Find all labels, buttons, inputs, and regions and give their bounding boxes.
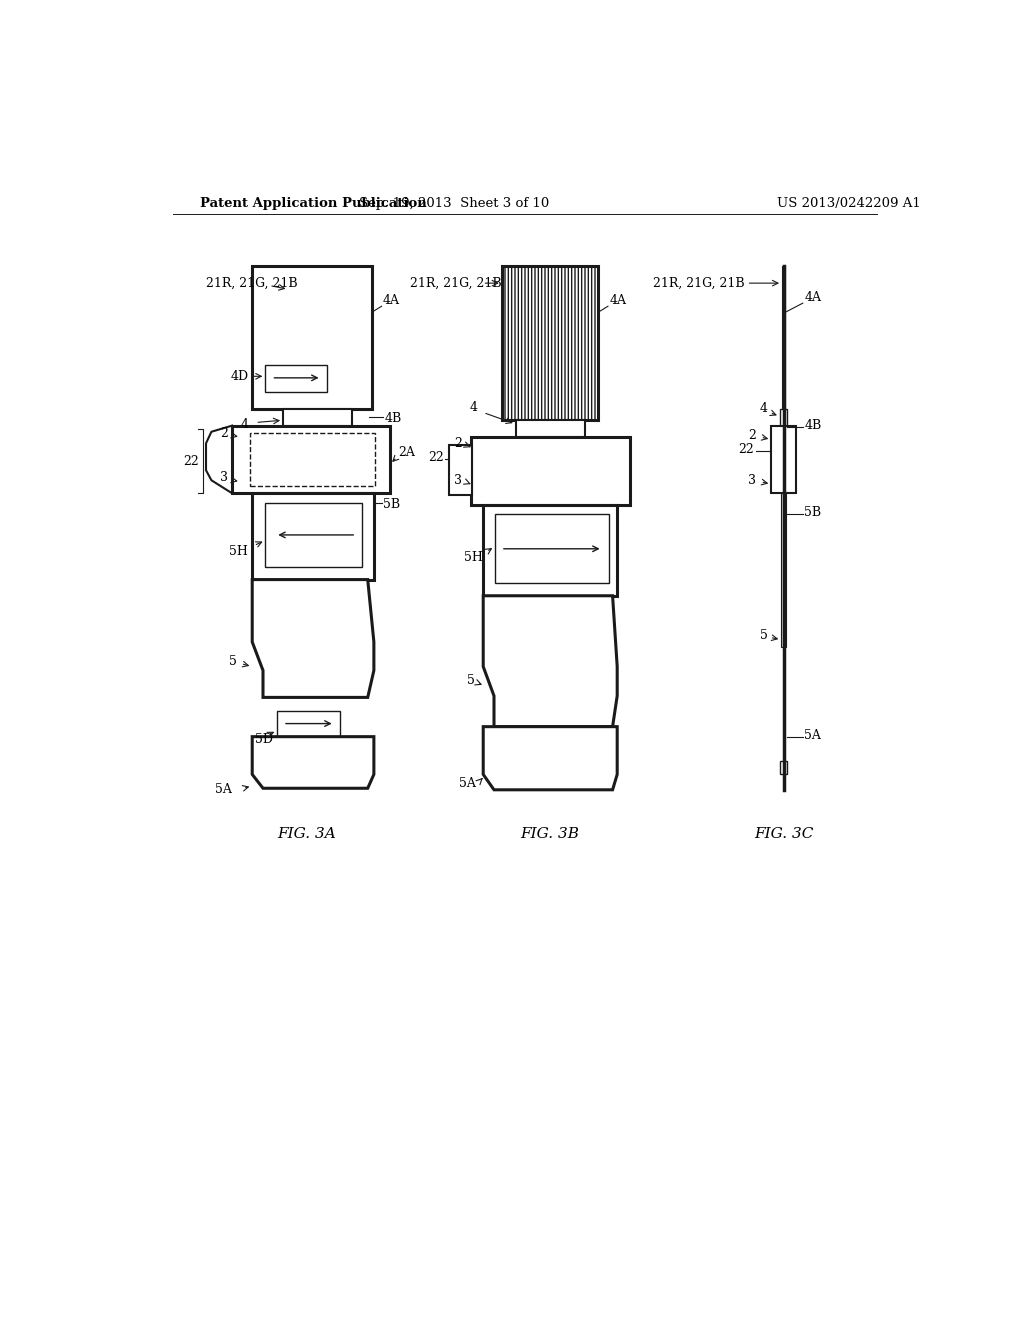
Text: 22: 22 (182, 454, 199, 467)
Text: 2: 2 (220, 426, 228, 440)
Text: FIG. 3A: FIG. 3A (276, 828, 336, 841)
Text: 5H: 5H (229, 545, 249, 557)
Bar (502, 267, 598, 420)
Text: 5: 5 (229, 655, 237, 668)
Text: 5B: 5B (804, 506, 821, 519)
Text: Patent Application Publication: Patent Application Publication (200, 197, 427, 210)
Bar (771, 425, 796, 494)
Text: 4A: 4A (383, 294, 400, 308)
Bar (276, 711, 340, 737)
Bar (779, 409, 787, 425)
Bar (782, 267, 785, 409)
Bar (283, 409, 352, 425)
Text: 22: 22 (428, 450, 444, 463)
Bar (252, 267, 372, 409)
Text: 5: 5 (760, 630, 767, 643)
Text: 5A: 5A (215, 783, 232, 796)
Text: 2A: 2A (398, 446, 416, 459)
Text: 5A: 5A (459, 777, 475, 791)
Text: 5D: 5D (255, 733, 272, 746)
Text: Sep. 19, 2013  Sheet 3 of 10: Sep. 19, 2013 Sheet 3 of 10 (358, 197, 549, 210)
Text: 5: 5 (467, 675, 475, 686)
Text: 5H: 5H (464, 550, 482, 564)
Text: 4: 4 (241, 417, 249, 430)
Polygon shape (252, 579, 374, 697)
Text: 21R, 21G, 21B: 21R, 21G, 21B (207, 277, 298, 289)
Text: 4B: 4B (804, 418, 821, 432)
Bar (250, 433, 375, 486)
Bar (779, 760, 787, 775)
Bar (265, 503, 361, 566)
Bar (471, 437, 630, 506)
Bar (265, 364, 327, 392)
Text: 21R, 21G, 21B: 21R, 21G, 21B (653, 277, 744, 289)
Text: FIG. 3B: FIG. 3B (520, 828, 579, 841)
Text: 3: 3 (454, 474, 462, 487)
Text: 4: 4 (760, 403, 768, 416)
Polygon shape (483, 726, 617, 789)
Text: 4A: 4A (804, 290, 821, 304)
Text: 3: 3 (748, 474, 756, 487)
Bar (495, 515, 608, 583)
Text: 5A: 5A (804, 730, 821, 742)
Bar (483, 504, 617, 595)
Text: 2: 2 (454, 437, 462, 450)
Text: US 2013/0242209 A1: US 2013/0242209 A1 (777, 197, 922, 210)
Bar (232, 425, 390, 494)
Polygon shape (483, 595, 617, 726)
Text: 2: 2 (748, 429, 756, 442)
Bar (252, 494, 374, 579)
Text: 4: 4 (470, 400, 478, 413)
Bar (515, 420, 585, 437)
Text: 4D: 4D (230, 370, 249, 383)
Text: 22: 22 (738, 444, 755, 455)
Text: 4B: 4B (385, 412, 401, 425)
Bar (781, 494, 785, 647)
Text: 4A: 4A (609, 294, 627, 308)
Text: 21R, 21G, 21B: 21R, 21G, 21B (410, 277, 502, 289)
Bar (449, 445, 472, 495)
Text: 5B: 5B (383, 499, 400, 511)
Text: 3: 3 (220, 471, 228, 484)
Polygon shape (252, 737, 374, 788)
Text: FIG. 3C: FIG. 3C (754, 828, 813, 841)
